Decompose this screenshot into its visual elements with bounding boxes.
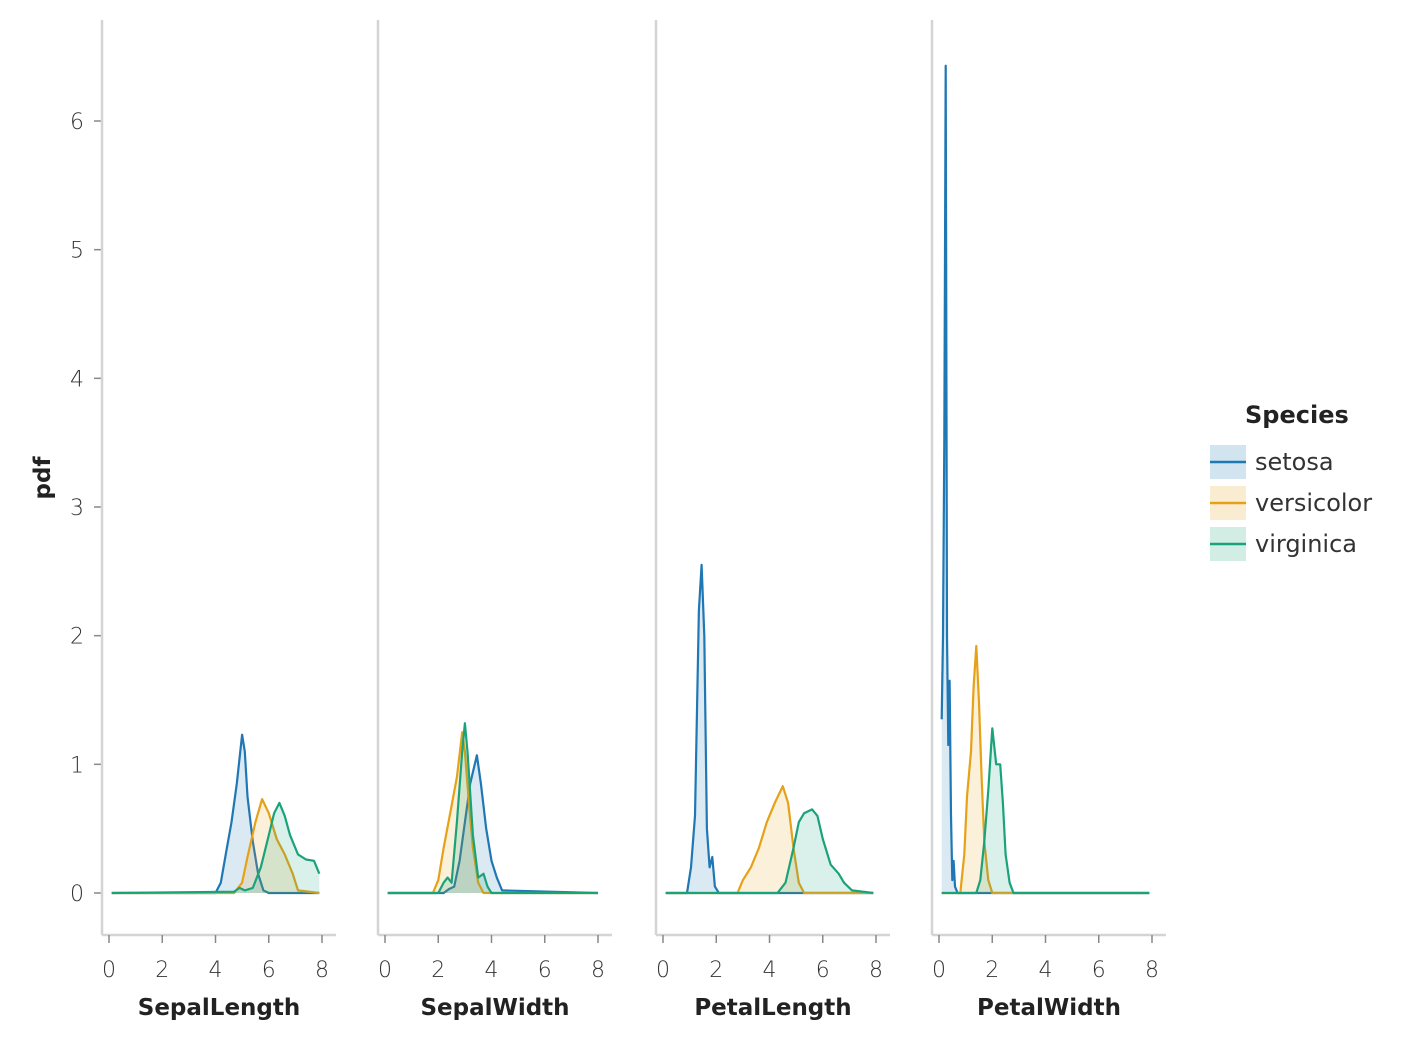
x-tick-label: 8 bbox=[315, 958, 329, 983]
y-tick-label: 4 bbox=[70, 367, 84, 392]
legend-title: Species bbox=[1245, 401, 1349, 429]
x-axis-title: SepalWidth bbox=[420, 995, 569, 1021]
x-tick-label: 6 bbox=[538, 958, 552, 983]
density-area-setosa bbox=[387, 755, 598, 893]
legend-item-setosa: setosa bbox=[1210, 445, 1334, 479]
x-tick-label: 8 bbox=[869, 958, 883, 983]
x-tick-label: 6 bbox=[816, 958, 830, 983]
x-tick-label: 6 bbox=[1092, 958, 1106, 983]
x-tick-label: 6 bbox=[262, 958, 276, 983]
x-tick-label: 4 bbox=[763, 958, 777, 983]
y-tick-label: 2 bbox=[70, 625, 84, 650]
x-tick-label: 2 bbox=[431, 958, 445, 983]
x-tick-label: 2 bbox=[985, 958, 999, 983]
x-tick-label: 0 bbox=[102, 958, 116, 983]
x-tick-label: 0 bbox=[656, 958, 670, 983]
x-tick-label: 0 bbox=[378, 958, 392, 983]
y-axis: 0 1 2 3 4 5 6 pdf bbox=[30, 110, 102, 907]
density-area-versicolor bbox=[665, 786, 874, 893]
x-axis-title: PetalLength bbox=[694, 995, 851, 1021]
density-line-versicolor bbox=[387, 731, 598, 895]
facet-panel-petallength: 0 2 4 6 8 PetalLength bbox=[654, 20, 890, 1021]
density-line-setosa bbox=[111, 733, 320, 895]
legend-label: virginica bbox=[1255, 530, 1357, 558]
legend: Species setosa versicolor virginica bbox=[1210, 401, 1372, 561]
x-tick-label: 8 bbox=[1145, 958, 1159, 983]
density-line-virginica bbox=[941, 727, 1150, 895]
facet-panel-petalwidth: 0 2 4 6 8 PetalWidth bbox=[930, 20, 1166, 1021]
density-line-virginica bbox=[665, 808, 874, 895]
density-line-setosa bbox=[940, 64, 1150, 895]
y-tick-label: 1 bbox=[70, 753, 84, 778]
x-tick-label: 4 bbox=[1039, 958, 1053, 983]
density-area-virginica bbox=[111, 802, 320, 893]
x-tick-label: 0 bbox=[932, 958, 946, 983]
density-area-virginica bbox=[941, 728, 1150, 893]
density-line-virginica bbox=[111, 801, 321, 895]
legend-label: setosa bbox=[1255, 448, 1334, 476]
x-tick-label: 4 bbox=[209, 958, 223, 983]
x-tick-label: 2 bbox=[709, 958, 723, 983]
facet-panel-sepalwidth: 0 2 4 6 8 SepalWidth bbox=[376, 20, 612, 1021]
x-tick-label: 4 bbox=[485, 958, 499, 983]
density-line-setosa bbox=[387, 754, 599, 895]
x-tick-label: 8 bbox=[591, 958, 605, 983]
density-area-versicolor bbox=[111, 799, 320, 893]
x-axis-title: PetalWidth bbox=[977, 995, 1121, 1021]
density-area-virginica bbox=[665, 809, 874, 893]
y-tick-label: 3 bbox=[70, 496, 84, 521]
x-tick-label: 2 bbox=[155, 958, 169, 983]
density-line-versicolor bbox=[111, 798, 320, 895]
legend-label: versicolor bbox=[1255, 489, 1372, 517]
legend-item-virginica: virginica bbox=[1210, 527, 1357, 561]
density-line-setosa bbox=[665, 563, 874, 895]
legend-item-versicolor: versicolor bbox=[1210, 486, 1372, 520]
y-tick-label: 6 bbox=[70, 110, 84, 135]
density-line-virginica bbox=[387, 722, 598, 895]
facet-panels: 0 2 4 6 8 SepalLength 0 2 4 6 8 SepalWidth 0 2 4 6 8 Peta… bbox=[100, 20, 1166, 1021]
density-line-versicolor bbox=[941, 644, 1150, 895]
y-tick-label: 5 bbox=[70, 239, 84, 264]
y-tick-label: 0 bbox=[70, 882, 84, 907]
y-axis-title: pdf bbox=[30, 456, 56, 500]
facet-panel-sepallength: 0 2 4 6 8 SepalLength bbox=[100, 20, 336, 1021]
x-axis-title: SepalLength bbox=[138, 995, 301, 1021]
density-line-versicolor bbox=[665, 785, 874, 895]
